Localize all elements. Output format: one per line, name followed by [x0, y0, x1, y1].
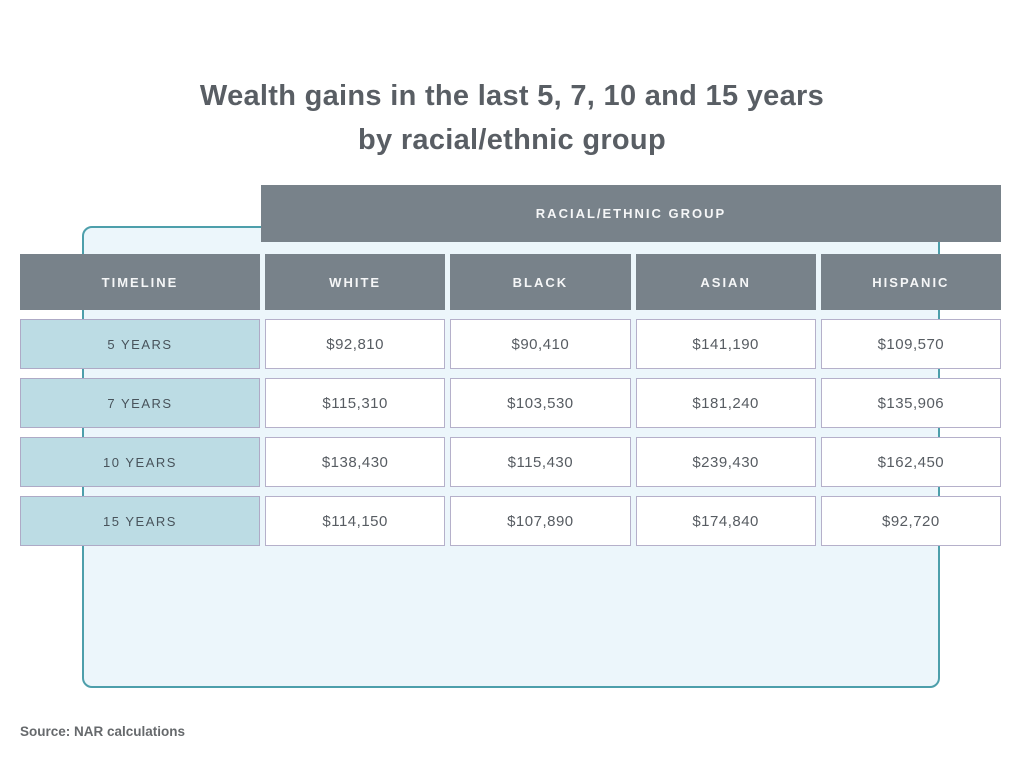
table-cell-5yr-hispanic: $109,570	[820, 319, 1001, 369]
table-cell-15yr-black: $107,890	[450, 496, 631, 546]
table-cell-7yr-hispanic: $135,906	[820, 378, 1001, 428]
column-header-hispanic: HISPANIC	[820, 254, 1001, 310]
table-cell-10yr-black: $115,430	[450, 437, 631, 487]
page-title: Wealth gains in the last 5, 7, 10 and 15…	[0, 74, 1024, 162]
wealth-table: TIMELINE WHITE BLACK ASIAN HISPANIC 5 YE…	[20, 254, 1001, 546]
table-cell-15yr-white: $114,150	[265, 496, 446, 546]
row-label-7-years: 7 YEARS	[20, 378, 260, 428]
row-label-10-years: 10 YEARS	[20, 437, 260, 487]
page-title-line1: Wealth gains in the last 5, 7, 10 and 15…	[199, 80, 825, 112]
table-cell-15yr-asian: $174,840	[635, 496, 816, 546]
column-header-black: BLACK	[450, 254, 631, 310]
table-cell-7yr-black: $103,530	[450, 378, 631, 428]
table-cell-10yr-white: $138,430	[265, 437, 446, 487]
table-cell-7yr-asian: $181,240	[635, 378, 816, 428]
source-note: Source: NAR calculations	[20, 724, 186, 739]
table-cell-10yr-hispanic: $162,450	[820, 437, 1001, 487]
column-header-timeline: TIMELINE	[20, 254, 260, 310]
table-cell-7yr-white: $115,310	[265, 378, 446, 428]
column-header-white: WHITE	[265, 254, 446, 310]
row-label-5-years: 5 YEARS	[20, 319, 260, 369]
table-cell-5yr-white: $92,810	[265, 319, 446, 369]
row-label-15-years: 15 YEARS	[20, 496, 260, 546]
group-header-band: RACIAL/ETHNIC GROUP	[261, 185, 1001, 242]
table-cell-10yr-asian: $239,430	[635, 437, 816, 487]
table-cell-15yr-hispanic: $92,720	[820, 496, 1001, 546]
table-cell-5yr-asian: $141,190	[635, 319, 816, 369]
table-cell-5yr-black: $90,410	[450, 319, 631, 369]
column-header-asian: ASIAN	[635, 254, 816, 310]
page-title-line2: by racial/ethnic group	[358, 124, 666, 156]
